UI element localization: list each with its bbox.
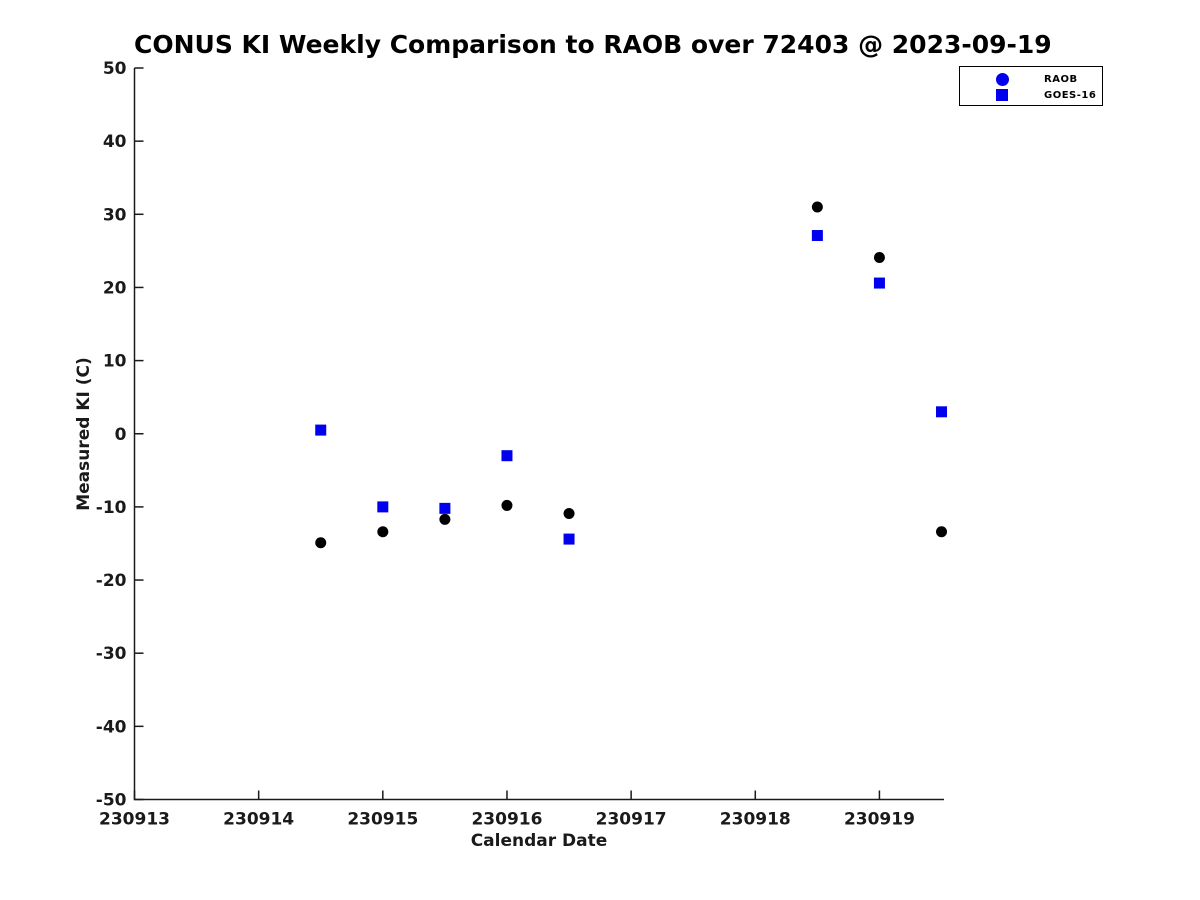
y-tick-label: -30 xyxy=(96,644,127,664)
legend-label-goes16: GOES-16 xyxy=(1044,89,1097,101)
goes16-square-icon xyxy=(996,89,1008,101)
goes-16-point xyxy=(377,501,389,513)
legend-box: RAOB GOES-16 xyxy=(959,66,1103,106)
goes-16-point xyxy=(811,230,823,242)
x-tick-label: 230915 xyxy=(347,810,418,830)
legend-item-goes16: GOES-16 xyxy=(960,87,1102,103)
raob-point xyxy=(501,499,513,511)
x-tick-label: 230913 xyxy=(99,810,170,830)
x-tick-label: 230918 xyxy=(720,810,791,830)
raob-point xyxy=(377,526,389,538)
raob-circle-icon xyxy=(995,72,1009,86)
y-tick-label: 0 xyxy=(115,425,127,445)
x-tick-label: 230914 xyxy=(223,810,294,830)
y-tick-label: 20 xyxy=(103,278,127,298)
y-tick-label: -20 xyxy=(96,571,127,591)
raob-point xyxy=(936,526,948,538)
y-tick-label: -10 xyxy=(96,498,127,518)
y-tick-label: 50 xyxy=(103,59,127,79)
y-tick-label: -50 xyxy=(96,791,127,811)
goes-16-point xyxy=(501,450,513,462)
raob-point xyxy=(315,537,327,549)
raob-point xyxy=(811,201,823,213)
y-tick-label: 40 xyxy=(103,132,127,152)
raob-point xyxy=(873,251,885,263)
y-tick-label: -40 xyxy=(96,717,127,737)
raob-point xyxy=(439,513,451,525)
x-tick-label: 230916 xyxy=(471,810,542,830)
x-tick-label: 230919 xyxy=(844,810,915,830)
raob-point xyxy=(563,507,575,519)
goes-16-point xyxy=(563,533,575,545)
x-tick-label: 230917 xyxy=(596,810,667,830)
legend-item-raob: RAOB xyxy=(960,71,1102,87)
goes-16-point xyxy=(315,424,327,436)
goes-16-point xyxy=(936,406,948,418)
x-axis-label: Calendar Date xyxy=(470,831,608,851)
axis-spines xyxy=(133,68,944,801)
chart-title: CONUS KI Weekly Comparison to RAOB over … xyxy=(134,30,1052,59)
y-tick-label: 10 xyxy=(103,352,127,372)
goes-16-point xyxy=(439,502,451,514)
y-tick-label: 30 xyxy=(103,205,127,225)
goes-16-point xyxy=(873,277,885,289)
legend-label-raob: RAOB xyxy=(1044,73,1078,85)
